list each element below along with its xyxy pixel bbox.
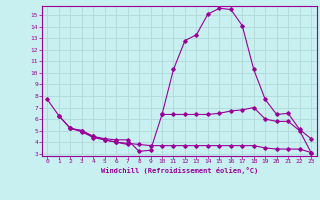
X-axis label: Windchill (Refroidissement éolien,°C): Windchill (Refroidissement éolien,°C) bbox=[100, 167, 258, 174]
